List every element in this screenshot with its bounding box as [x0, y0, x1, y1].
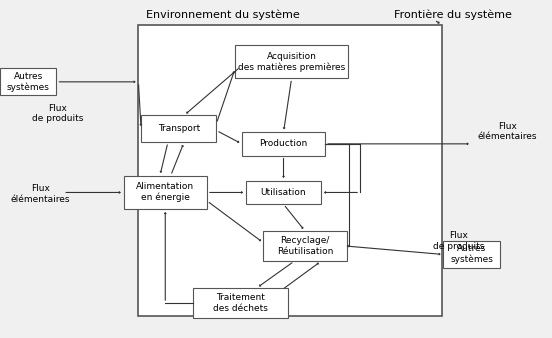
FancyBboxPatch shape [246, 181, 321, 204]
Text: Frontière du système: Frontière du système [394, 9, 512, 20]
Text: Flux
de produits: Flux de produits [433, 232, 484, 251]
FancyBboxPatch shape [139, 25, 442, 316]
Text: Acquisition
des matières premières: Acquisition des matières premières [238, 52, 345, 72]
Text: Flux
de produits: Flux de produits [32, 104, 83, 123]
Text: Autres
systèmes: Autres systèmes [7, 72, 50, 92]
Text: Recyclage/
Réutilisation: Recyclage/ Réutilisation [277, 236, 333, 256]
Text: Traitement
des déchets: Traitement des déchets [213, 293, 268, 313]
FancyBboxPatch shape [443, 241, 500, 268]
FancyBboxPatch shape [242, 132, 325, 155]
Text: Transport: Transport [157, 124, 200, 133]
Text: Environnement du système: Environnement du système [146, 9, 300, 20]
Text: Autres
systèmes: Autres systèmes [450, 244, 493, 264]
FancyBboxPatch shape [0, 68, 56, 95]
Text: Flux
élémentaires: Flux élémentaires [477, 122, 537, 141]
FancyBboxPatch shape [141, 115, 216, 142]
Text: Utilisation: Utilisation [261, 188, 306, 197]
FancyBboxPatch shape [263, 231, 347, 261]
Text: Flux
élémentaires: Flux élémentaires [11, 185, 70, 204]
Text: Production: Production [259, 139, 307, 148]
FancyBboxPatch shape [194, 288, 288, 318]
Text: Alimentation
en énergie: Alimentation en énergie [136, 183, 194, 202]
FancyBboxPatch shape [235, 45, 348, 78]
FancyBboxPatch shape [124, 176, 207, 209]
